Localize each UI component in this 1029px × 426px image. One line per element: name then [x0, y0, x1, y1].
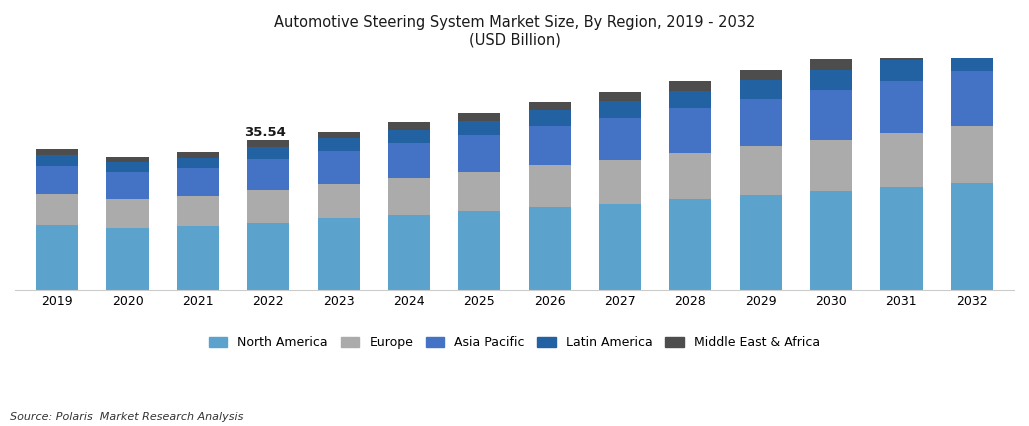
Bar — [106, 227, 148, 290]
Bar — [951, 126, 993, 183]
Bar — [36, 155, 78, 166]
Text: 35.54: 35.54 — [244, 126, 286, 138]
Bar — [177, 158, 219, 168]
Bar — [177, 168, 219, 196]
Bar — [177, 226, 219, 290]
Bar — [388, 122, 430, 130]
Bar — [318, 219, 360, 290]
Bar — [951, 183, 993, 290]
Bar — [247, 222, 289, 290]
Bar — [599, 118, 641, 160]
Bar — [106, 157, 148, 162]
Bar — [247, 147, 289, 158]
Bar — [318, 138, 360, 151]
Bar — [529, 207, 571, 290]
Bar — [318, 151, 360, 184]
Bar — [318, 184, 360, 219]
Bar — [740, 195, 782, 290]
Bar — [529, 165, 571, 207]
Bar — [669, 91, 711, 108]
Bar — [106, 199, 148, 227]
Legend: North America, Europe, Asia Pacific, Latin America, Middle East & Africa: North America, Europe, Asia Pacific, Lat… — [204, 331, 825, 354]
Bar — [951, 71, 993, 126]
Bar — [106, 162, 148, 172]
Bar — [106, 172, 148, 199]
Bar — [599, 92, 641, 101]
Text: Source: Polaris  Market Research Analysis: Source: Polaris Market Research Analysis — [10, 412, 244, 422]
Title: Automotive Steering System Market Size, By Region, 2019 - 2032
(USD Billion): Automotive Steering System Market Size, … — [274, 15, 755, 47]
Bar — [669, 81, 711, 91]
Bar — [458, 211, 500, 290]
Bar — [458, 135, 500, 172]
Bar — [881, 187, 923, 290]
Bar — [881, 60, 923, 81]
Bar — [247, 190, 289, 222]
Bar — [740, 146, 782, 195]
Bar — [740, 70, 782, 80]
Bar — [740, 99, 782, 146]
Bar — [740, 80, 782, 99]
Bar — [458, 172, 500, 211]
Bar — [810, 70, 852, 90]
Bar — [247, 140, 289, 147]
Bar — [881, 81, 923, 133]
Bar — [177, 152, 219, 158]
Bar — [669, 153, 711, 199]
Bar — [810, 191, 852, 290]
Bar — [669, 199, 711, 290]
Bar — [599, 204, 641, 290]
Bar — [529, 126, 571, 165]
Bar — [36, 225, 78, 290]
Bar — [951, 36, 993, 49]
Bar — [388, 215, 430, 290]
Bar — [599, 160, 641, 204]
Bar — [36, 194, 78, 225]
Bar — [599, 101, 641, 118]
Bar — [529, 110, 571, 126]
Bar — [177, 196, 219, 226]
Bar — [458, 121, 500, 135]
Bar — [669, 108, 711, 153]
Bar — [388, 144, 430, 178]
Bar — [318, 132, 360, 138]
Bar — [458, 112, 500, 121]
Bar — [810, 59, 852, 70]
Bar — [388, 130, 430, 144]
Bar — [529, 102, 571, 110]
Bar — [951, 49, 993, 71]
Bar — [247, 158, 289, 190]
Bar — [881, 133, 923, 187]
Bar — [388, 178, 430, 215]
Bar — [810, 140, 852, 191]
Bar — [881, 48, 923, 60]
Bar — [36, 166, 78, 194]
Bar — [810, 90, 852, 140]
Bar — [36, 149, 78, 155]
